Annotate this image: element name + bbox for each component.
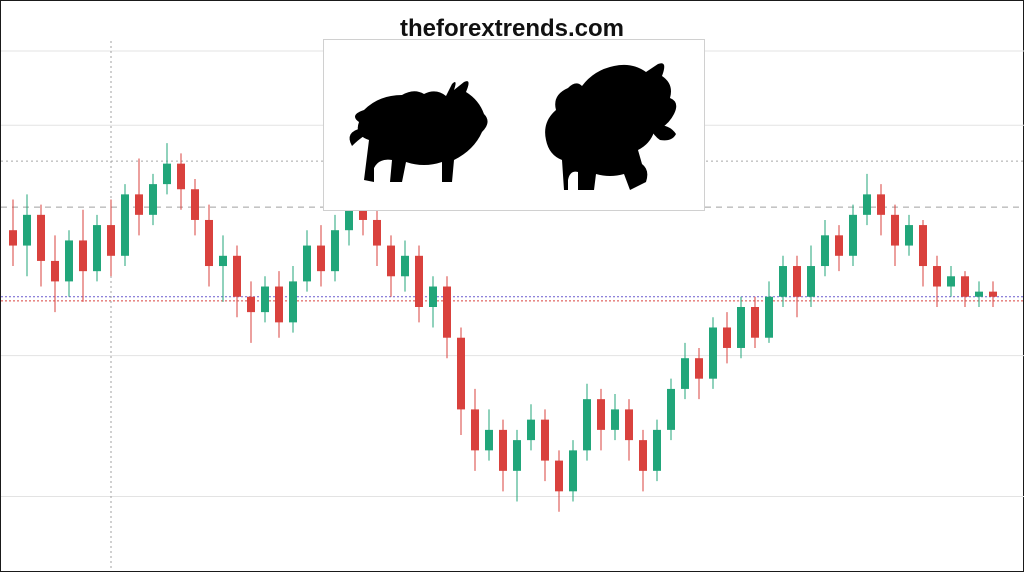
candle-bull bbox=[527, 420, 535, 440]
candle-bull bbox=[653, 430, 661, 471]
bull-bear-icon bbox=[324, 40, 704, 210]
candle-bull bbox=[331, 230, 339, 271]
candle-bear bbox=[79, 240, 87, 271]
candle-bull bbox=[583, 399, 591, 450]
candle-bear bbox=[247, 297, 255, 312]
candle-bull bbox=[611, 409, 619, 429]
candle-bull bbox=[93, 225, 101, 271]
candle-bull bbox=[485, 430, 493, 450]
candle-bear bbox=[471, 409, 479, 450]
candle-bear bbox=[275, 287, 283, 323]
candle-bull bbox=[569, 450, 577, 491]
candle-bear bbox=[541, 420, 549, 461]
candle-bull bbox=[289, 281, 297, 322]
candle-bull bbox=[149, 184, 157, 215]
candle-bear bbox=[933, 266, 941, 286]
candle-bear bbox=[233, 256, 241, 297]
candle-bear bbox=[639, 440, 647, 471]
candle-bear bbox=[695, 358, 703, 378]
candle-bull bbox=[23, 215, 31, 246]
candle-bull bbox=[429, 287, 437, 307]
candle-bear bbox=[135, 194, 143, 214]
candle-bull bbox=[849, 215, 857, 256]
candle-bull bbox=[513, 440, 521, 471]
candle-bull bbox=[163, 164, 171, 184]
candle-bear bbox=[597, 399, 605, 430]
candle-bull bbox=[261, 287, 269, 313]
candle-bull bbox=[863, 194, 871, 214]
candle-bear bbox=[317, 246, 325, 272]
candle-bull bbox=[667, 389, 675, 430]
candle-bull bbox=[779, 266, 787, 297]
candle-bull bbox=[219, 256, 227, 266]
candle-bull bbox=[905, 225, 913, 245]
candle-bear bbox=[989, 292, 997, 297]
candle-bear bbox=[625, 409, 633, 440]
candle-bear bbox=[499, 430, 507, 471]
candle-bull bbox=[681, 358, 689, 389]
candle-bull bbox=[709, 327, 717, 378]
candle-bear bbox=[37, 215, 45, 261]
candle-bear bbox=[107, 225, 115, 256]
candle-bear bbox=[793, 266, 801, 297]
candle-bull bbox=[65, 240, 73, 281]
candle-bear bbox=[51, 261, 59, 281]
candle-bull bbox=[807, 266, 815, 297]
candle-bear bbox=[919, 225, 927, 266]
candle-bear bbox=[191, 189, 199, 220]
candle-bull bbox=[975, 292, 983, 297]
candle-bear bbox=[9, 230, 17, 245]
candle-bear bbox=[751, 307, 759, 338]
candle-bear bbox=[877, 194, 885, 214]
candle-bull bbox=[737, 307, 745, 348]
candle-bear bbox=[415, 256, 423, 307]
candle-bear bbox=[555, 461, 563, 492]
candle-bear bbox=[457, 338, 465, 410]
candle-bull bbox=[765, 297, 773, 338]
bull-bear-illustration bbox=[323, 39, 705, 211]
candle-bear bbox=[373, 220, 381, 246]
candle-bear bbox=[177, 164, 185, 190]
candle-bear bbox=[835, 235, 843, 255]
candle-bear bbox=[723, 327, 731, 347]
candle-bull bbox=[303, 246, 311, 282]
candle-bear bbox=[891, 215, 899, 246]
candle-bull bbox=[947, 276, 955, 286]
candle-bear bbox=[443, 287, 451, 338]
candle-bull bbox=[821, 235, 829, 266]
candle-bear bbox=[387, 246, 395, 277]
candle-bear bbox=[205, 220, 213, 266]
page-title: theforextrends.com bbox=[400, 15, 624, 43]
candle-bull bbox=[401, 256, 409, 276]
candle-bear bbox=[961, 276, 969, 296]
candle-bull bbox=[121, 194, 129, 255]
